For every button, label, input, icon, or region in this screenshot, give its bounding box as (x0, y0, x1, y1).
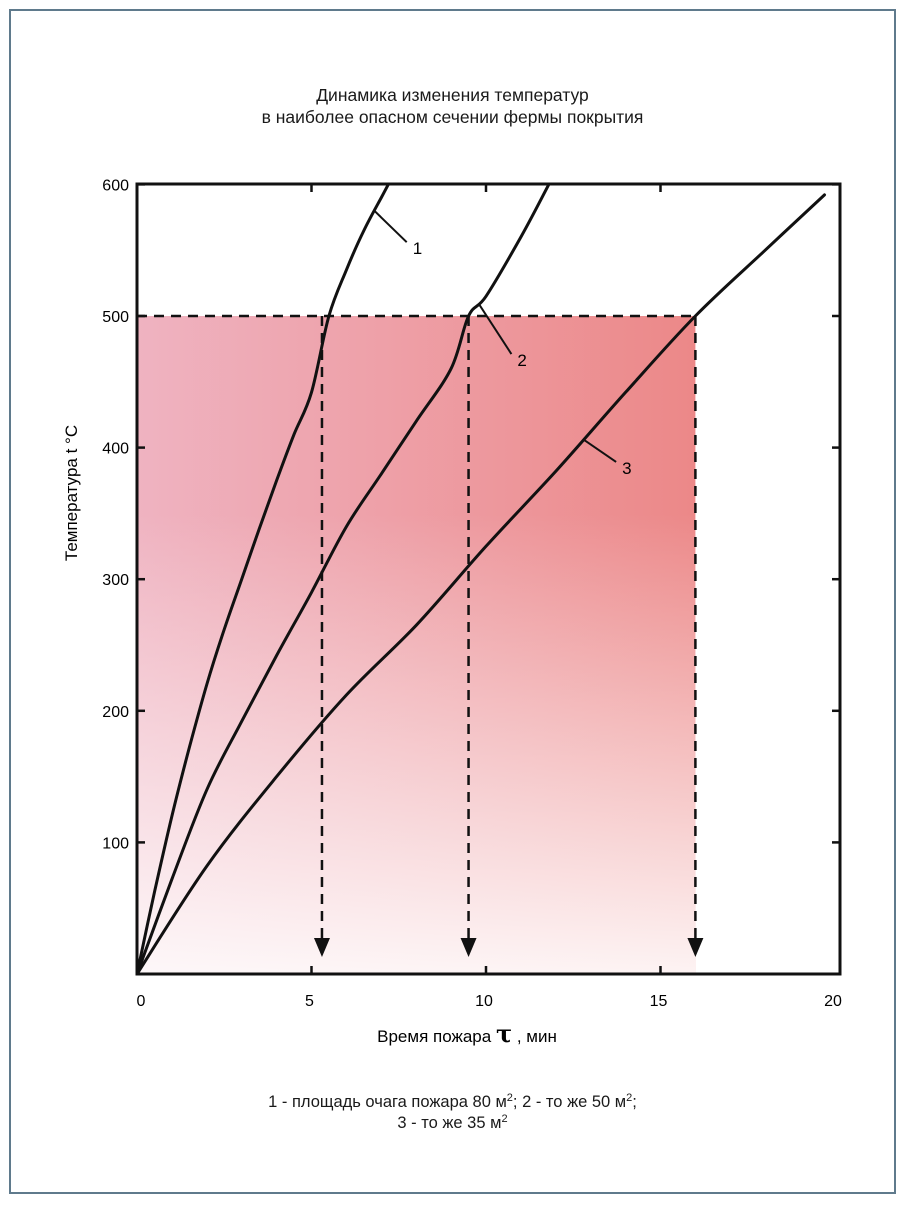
critical-time-arrow-3 (687, 938, 704, 957)
x-tick-label: 20 (824, 993, 842, 1010)
x-axis-label-unit: , мин (512, 1027, 557, 1046)
x-tick-label: 0 (137, 993, 146, 1010)
critical-time-arrow-1 (313, 938, 330, 957)
series-label-2: 2 (517, 351, 526, 370)
chart-title-line-1: Динамика изменения температур (316, 85, 589, 105)
series-leader-3 (583, 438, 617, 463)
x-axis-label-text: Время пожара (377, 1027, 496, 1046)
x-tick-label: 10 (475, 993, 493, 1010)
series-label-3: 3 (622, 459, 631, 478)
x-tick-label: 5 (305, 993, 314, 1010)
critical-time-arrow-2 (460, 938, 477, 957)
shaded-region-fade (137, 316, 696, 974)
series-leader-1 (373, 210, 408, 243)
legend-sup-2: 2 (626, 1092, 633, 1104)
y-tick-label: 100 (102, 835, 129, 852)
plot-frame (135, 182, 842, 976)
legend-line-2: 3 - то же 35 м2 (0, 1113, 905, 1134)
x-axis-label: Время пожара τ , мин (377, 1019, 557, 1048)
legend-sup-3: 2 (501, 1113, 508, 1125)
chart-title-line-2: в наиболее опасном сечении фермы покрыти… (261, 107, 644, 127)
legend-sup-1: 2 (506, 1092, 513, 1104)
series-line-1 (137, 184, 391, 974)
series-line-2 (137, 184, 551, 974)
y-tick-label: 500 (102, 309, 129, 326)
legend-text-4: 3 - то же 35 м (397, 1114, 502, 1132)
legend-line-1: 1 - площадь очага пожара 80 м2; 2 - то ж… (0, 1092, 905, 1113)
series-leader-2 (478, 303, 513, 355)
y-tick-label: 300 (102, 572, 129, 589)
y-tick-label: 200 (102, 704, 129, 721)
series-line-3 (137, 193, 826, 974)
x-tick-label: 15 (650, 993, 668, 1010)
x-axis-label-symbol: τ (496, 1019, 512, 1048)
y-tick-label: 400 (102, 441, 129, 458)
y-tick-label: 600 (102, 177, 129, 194)
legend-text-1: 1 - площадь очага пожара 80 м (268, 1093, 507, 1111)
legend-text-2: ; 2 - то же 50 м (512, 1093, 627, 1111)
series-label-1: 1 (413, 239, 422, 258)
legend-text-3: ; (632, 1093, 637, 1111)
y-axis-label: Температура t °C (62, 425, 81, 561)
